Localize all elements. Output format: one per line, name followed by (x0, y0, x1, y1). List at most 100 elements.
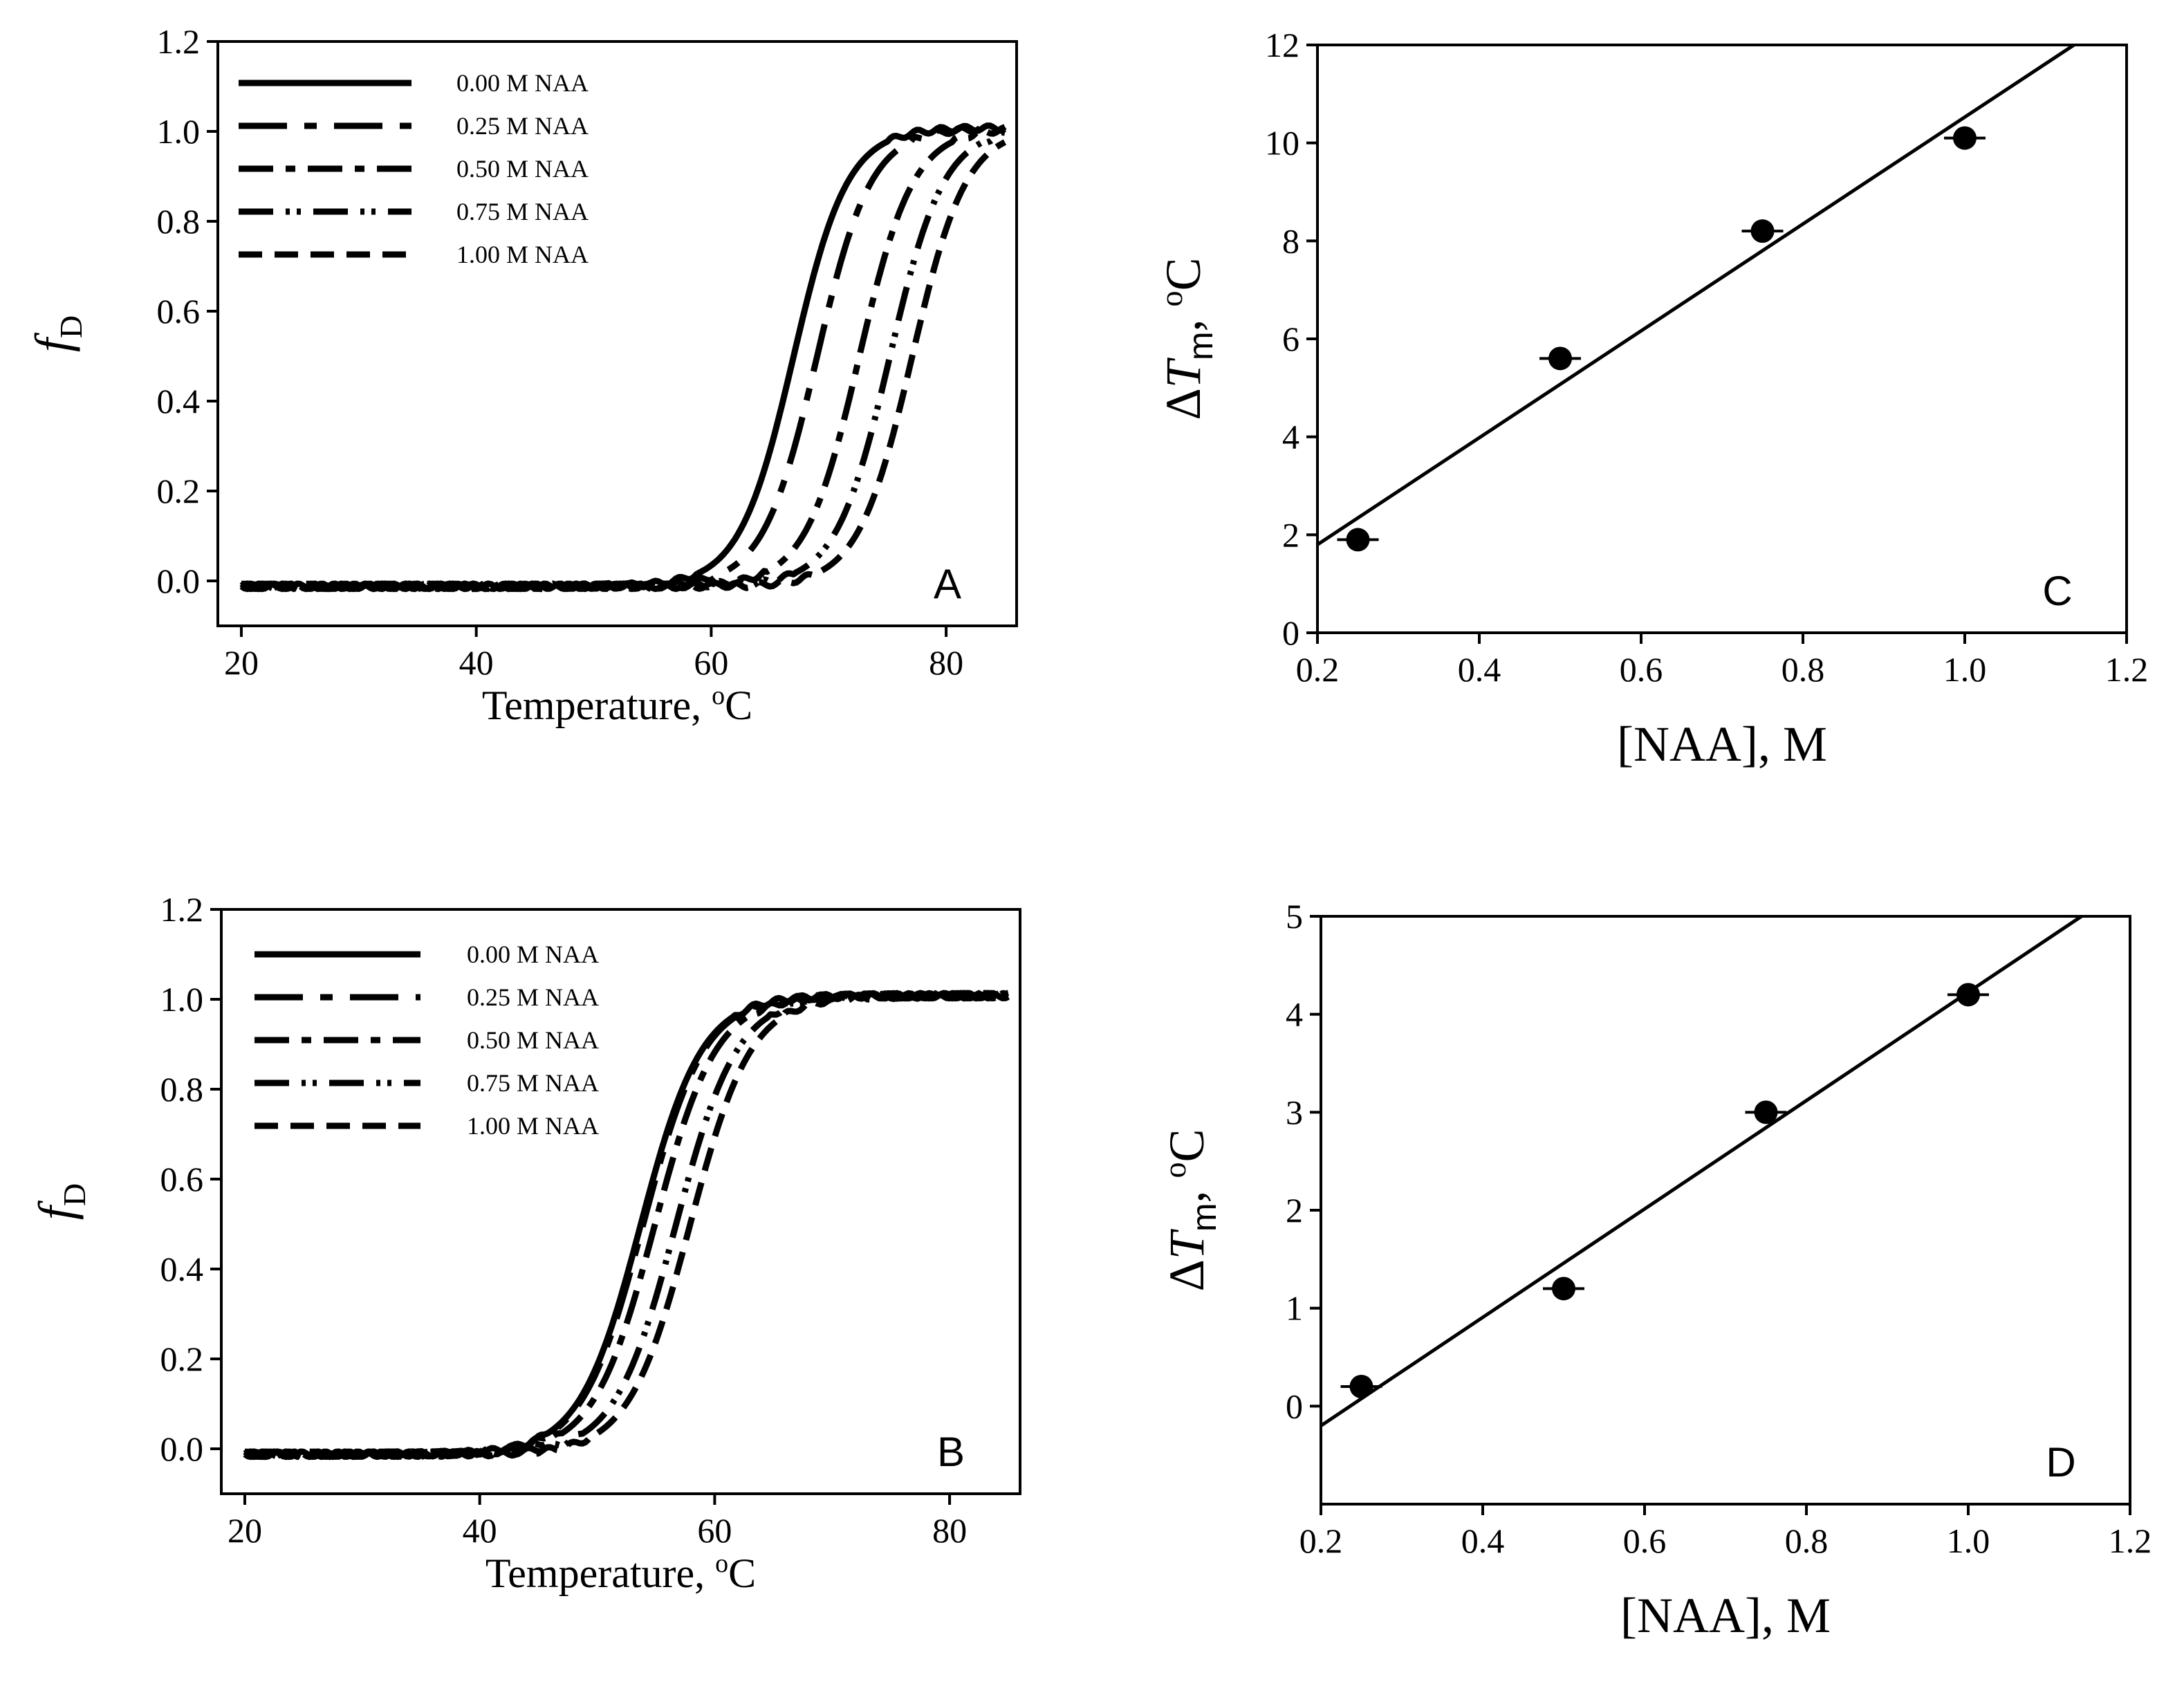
y-axis-title: fD (28, 1183, 92, 1220)
y-tick-label: 5 (1286, 897, 1303, 936)
y-tick-label: 0.2 (160, 1340, 204, 1378)
x-tick-label: 0.8 (1785, 1521, 1829, 1560)
plot-frame (1320, 915, 2131, 1506)
y-tick-label: 6 (1282, 319, 1299, 358)
panel-label: C (2042, 568, 2072, 614)
y-axis-title: fD (25, 315, 89, 352)
data-point (1346, 528, 1370, 552)
data-points (1340, 983, 1989, 1398)
y-tick-label: 1.0 (160, 980, 204, 1019)
y-tick-label: 1.2 (157, 22, 201, 61)
x-axis-title: [NAA], M (1620, 1588, 1831, 1643)
legend-label: 0.75 M NAA (456, 198, 589, 225)
legend-label: 0.00 M NAA (467, 941, 599, 968)
series-line-3 (239, 129, 1006, 593)
panel-label: A (934, 561, 961, 607)
panel-label: B (937, 1429, 965, 1475)
y-tick-label: 3 (1286, 1093, 1303, 1131)
x-axis-title: [NAA], M (1617, 716, 1827, 772)
y-tick-label: 1 (1286, 1289, 1303, 1328)
y-tick-label: 0.0 (157, 562, 201, 600)
x-tick-label: 1.0 (1947, 1521, 1990, 1560)
x-tick-label: 20 (224, 643, 259, 682)
y-axis-title: ΔTm, oC (1157, 1129, 1223, 1291)
y-tick-label: 0.2 (157, 472, 201, 510)
y-tick-label: 4 (1286, 995, 1303, 1034)
x-tick-label: 60 (697, 1511, 732, 1550)
x-tick-label: 40 (459, 643, 494, 682)
y-tick-label: 1.2 (160, 890, 204, 929)
series-line-4 (243, 990, 1010, 1461)
curves (239, 122, 1007, 593)
x-tick-label: 1.2 (2109, 1521, 2152, 1560)
fit-line (1316, 43, 2075, 546)
x-axis-title: Temperature, oC (485, 1549, 756, 1596)
plot-frame (1316, 44, 2128, 634)
y-tick-label: 0 (1286, 1387, 1303, 1425)
y-tick-label: 0.4 (157, 382, 201, 420)
legend: 0.00 M NAA 0.25 M NAA 0.50 M NAA 0.75 M NAA… (255, 941, 599, 1140)
fit-line (1320, 914, 2083, 1427)
x-tick-label: 80 (929, 643, 963, 682)
x-tick-label: 0.2 (1299, 1521, 1343, 1560)
legend-label: 0.25 M NAA (456, 112, 589, 140)
y-tick-label: 2 (1286, 1191, 1303, 1230)
series-line-1 (239, 122, 1007, 593)
panel-c: 0.2 0.4 0.6 0.8 1.0 1.2 0 2 4 6 8 10 12 C [NAA], M ΔTm,… (1154, 26, 2148, 772)
legend-label: 0.00 M NAA (456, 69, 589, 97)
legend-label: 0.50 M NAA (467, 1026, 599, 1054)
y-tick-label: 0.8 (160, 1070, 204, 1109)
x-tick-label: 40 (463, 1511, 497, 1550)
legend-label: 1.00 M NAA (456, 241, 589, 268)
y-tick-label: 8 (1282, 221, 1299, 260)
x-tick-label: 0.6 (1623, 1521, 1667, 1560)
data-point (1956, 983, 1980, 1007)
y-tick-label: 10 (1265, 124, 1299, 163)
y-tick-label: 0.0 (160, 1429, 204, 1468)
x-axis-title: Temperature, oC (482, 681, 752, 728)
x-tick-label: 0.4 (1458, 650, 1501, 689)
legend-label: 1.00 M NAA (467, 1112, 599, 1140)
x-tick-label: 1.0 (1943, 650, 1987, 689)
panel-label: D (2046, 1439, 2075, 1485)
y-tick-label: 0.6 (160, 1160, 204, 1198)
panel-b: 20 40 60 80 0.0 0.2 0.4 0.6 0.8 1.0 1.2 B Temperatur… (28, 890, 1021, 1596)
y-tick-label: 0.4 (160, 1250, 204, 1288)
x-tick-label: 80 (932, 1511, 967, 1550)
x-tick-label: 60 (694, 643, 728, 682)
legend: 0.00 M NAA 0.25 M NAA 0.50 M NAA 0.75 M NAA… (239, 69, 589, 268)
y-tick-label: 12 (1265, 26, 1299, 64)
panel-d: 0.2 0.4 0.6 0.8 1.0 1.2 0 1 2 3 4 5 D [NAA], M ΔTm, oC (1157, 897, 2151, 1643)
legend-label: 0.25 M NAA (467, 983, 599, 1011)
y-axis-title: ΔTm, oC (1154, 257, 1220, 420)
data-point (1750, 219, 1775, 243)
y-tick-label: 0.6 (157, 292, 201, 331)
x-tick-label: 1.2 (2105, 650, 2149, 689)
y-tick-label: 4 (1282, 418, 1299, 456)
series-line-0 (243, 990, 1010, 1461)
curves (243, 990, 1010, 1461)
plot-frame (220, 908, 1021, 1495)
legend-label: 0.75 M NAA (467, 1069, 599, 1097)
data-point (1754, 1100, 1778, 1124)
panel-a: 20 40 60 80 0.0 0.2 0.4 0.6 0.8 1.0 1.2 A Temperatur… (25, 22, 1018, 728)
y-tick-label: 0 (1282, 613, 1299, 652)
x-tick-label: 20 (228, 1511, 262, 1550)
y-tick-label: 1.0 (157, 112, 201, 151)
x-tick-label: 0.4 (1461, 1521, 1505, 1560)
data-point (1548, 346, 1572, 371)
x-tick-label: 0.8 (1782, 650, 1825, 689)
data-point (1349, 1375, 1373, 1398)
data-point (1953, 126, 1977, 150)
plot-frame (216, 40, 1018, 627)
legend-label: 0.50 M NAA (456, 155, 589, 183)
x-tick-label: 0.6 (1620, 650, 1663, 689)
y-tick-label: 2 (1282, 515, 1299, 554)
x-tick-label: 0.2 (1296, 650, 1340, 689)
data-point (1552, 1277, 1575, 1301)
series-line-3 (243, 990, 1010, 1461)
data-points (1337, 126, 1986, 552)
series-line-1 (243, 990, 1010, 1461)
series-line-2 (244, 990, 1010, 1461)
